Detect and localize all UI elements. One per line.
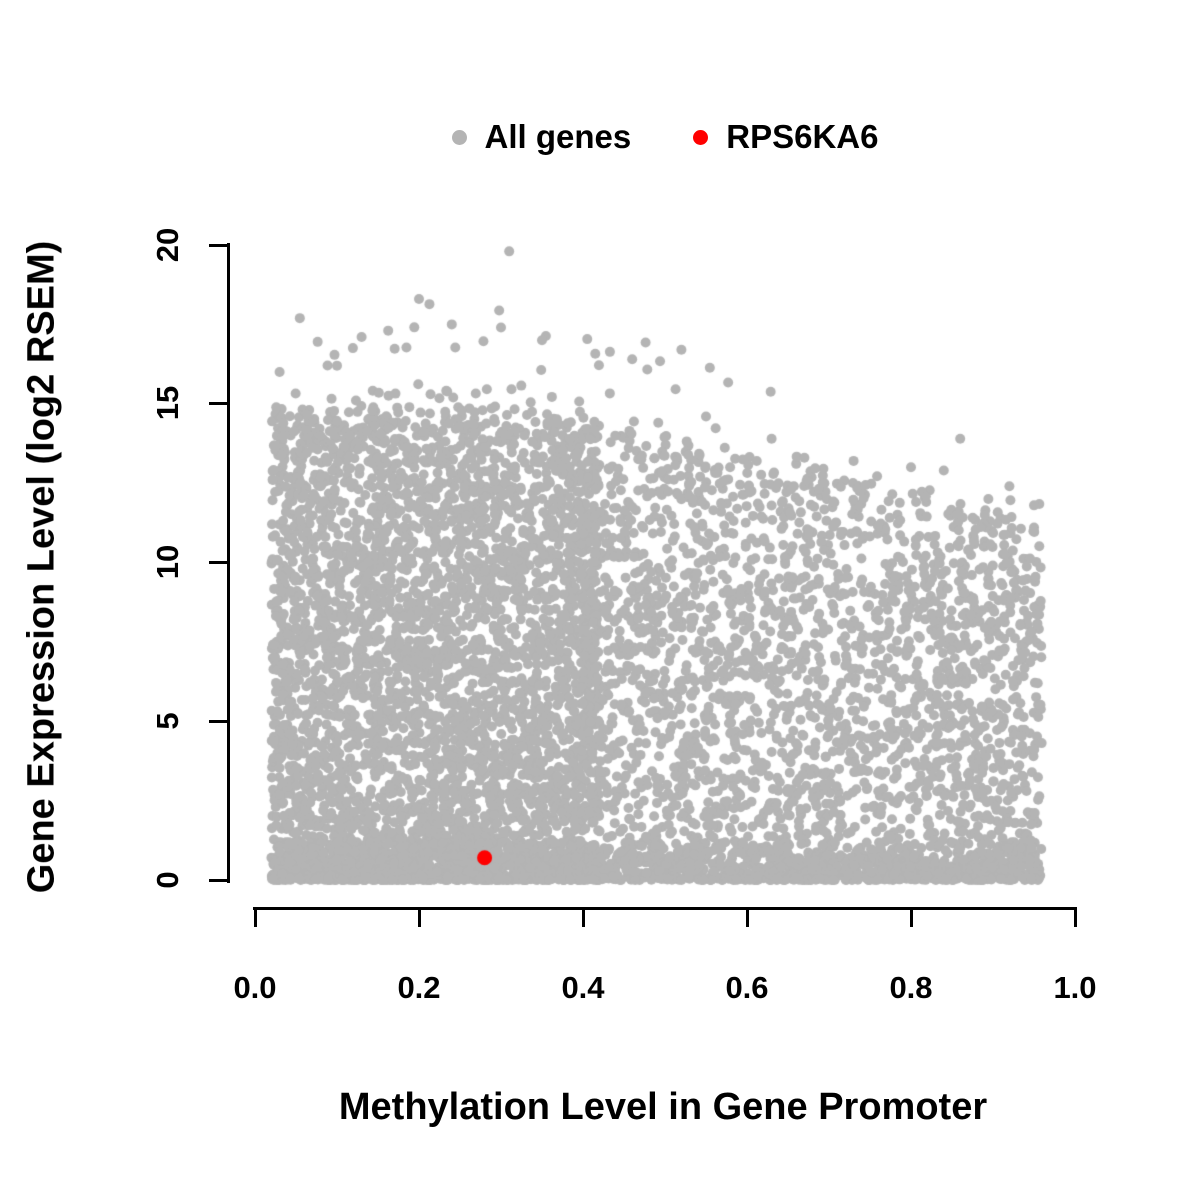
legend-label-rps6ka6: RPS6KA6 [726,118,879,155]
x-tick-mark [910,907,913,927]
x-tick-mark [418,907,421,927]
y-tick-mark [209,720,230,723]
x-axis-line [253,907,1077,910]
legend: All genes RPS6KA6 [130,118,1200,156]
legend-dot-rps6ka6-icon [693,129,709,145]
y-tick-label: 5 [150,712,185,730]
x-tick-mark [254,907,257,927]
y-tick-mark [209,244,230,247]
y-tick-label: 20 [150,227,185,263]
y-tick-label: 0 [150,871,185,889]
legend-label-all-genes: All genes [484,118,632,155]
x-tick-label: 0.2 [397,970,441,1005]
x-tick-mark [582,907,585,927]
y-tick-mark [209,879,230,882]
y-tick-mark [209,561,230,564]
legend-item-all-genes: All genes [451,118,632,156]
legend-dot-all-genes-icon [451,129,467,145]
x-tick-label: 0.4 [561,970,605,1005]
y-axis-title: Gene Expression Level (log2 RSEM) [20,240,63,894]
x-tick-mark [1074,907,1077,927]
y-tick-label: 15 [150,385,185,421]
x-tick-mark [746,907,749,927]
x-axis-title: Methylation Level in Gene Promoter [338,1086,988,1128]
x-tick-label: 1.0 [1053,970,1097,1005]
legend-item-rps6ka6: RPS6KA6 [693,118,878,156]
y-tick-mark [209,402,230,405]
x-tick-label: 0.6 [725,970,769,1005]
x-tick-label: 0.8 [889,970,933,1005]
y-tick-label: 10 [150,544,185,580]
x-tick-label: 0.0 [233,970,277,1005]
